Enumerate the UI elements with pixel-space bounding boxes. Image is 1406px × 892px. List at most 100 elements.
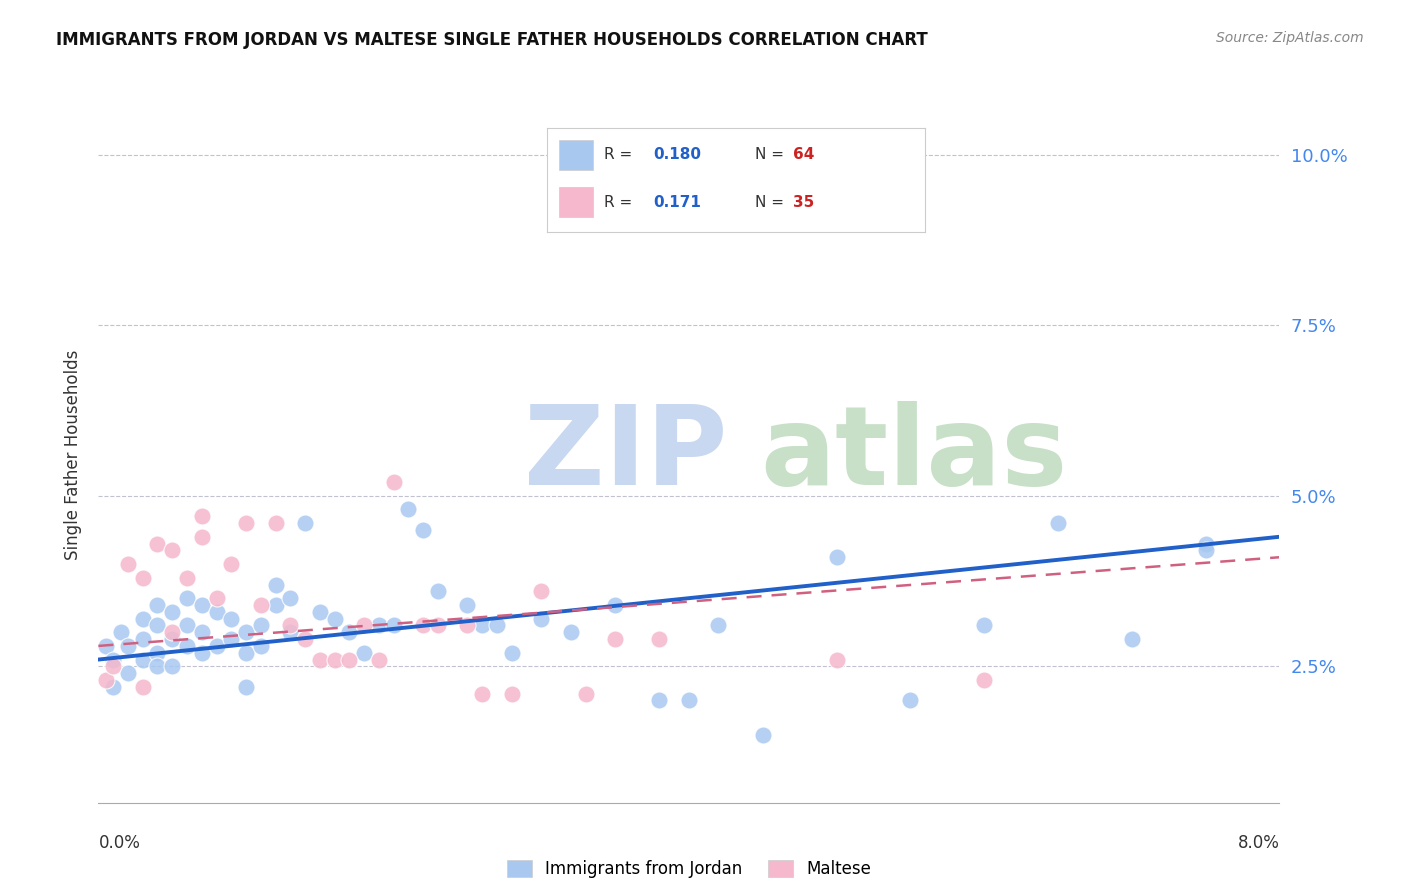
Point xyxy=(162,543,183,558)
Point xyxy=(162,632,183,646)
Point xyxy=(456,618,478,632)
Point xyxy=(94,673,117,687)
Point xyxy=(117,639,139,653)
Point xyxy=(278,625,301,640)
Point xyxy=(191,530,214,544)
Text: atlas: atlas xyxy=(759,401,1067,508)
Point xyxy=(501,646,523,660)
Point xyxy=(1121,632,1143,646)
Point xyxy=(323,652,346,666)
Point xyxy=(205,639,228,653)
Text: ZIP: ZIP xyxy=(523,401,727,508)
Point xyxy=(560,625,582,640)
Point xyxy=(278,591,301,606)
Point xyxy=(1194,543,1216,558)
Point xyxy=(94,639,117,653)
Point xyxy=(426,618,449,632)
Point xyxy=(648,632,671,646)
Point xyxy=(205,591,228,606)
Point xyxy=(146,659,169,673)
Point xyxy=(485,618,508,632)
Point xyxy=(308,605,332,619)
Point xyxy=(132,612,155,626)
Point xyxy=(235,516,257,530)
Point xyxy=(412,523,434,537)
Point xyxy=(1046,516,1069,530)
Point xyxy=(337,625,360,640)
Point xyxy=(605,598,627,612)
Point xyxy=(205,605,228,619)
Point xyxy=(110,625,132,640)
Point xyxy=(530,612,553,626)
Point xyxy=(353,618,375,632)
Point xyxy=(353,646,375,660)
Text: 0.0%: 0.0% xyxy=(98,834,141,852)
Y-axis label: Single Father Households: Single Father Households xyxy=(63,350,82,560)
Point xyxy=(235,646,257,660)
Point xyxy=(146,598,169,612)
Point xyxy=(648,693,671,707)
Point xyxy=(574,687,596,701)
Point xyxy=(191,625,214,640)
Point xyxy=(501,687,523,701)
Point xyxy=(132,571,155,585)
Point xyxy=(132,652,155,666)
Point xyxy=(146,618,169,632)
Point xyxy=(412,618,434,632)
Point xyxy=(250,639,273,653)
Point xyxy=(751,728,773,742)
Point xyxy=(250,618,273,632)
Text: 8.0%: 8.0% xyxy=(1237,834,1279,852)
Point xyxy=(132,680,155,694)
Point xyxy=(117,823,139,838)
Point xyxy=(426,584,449,599)
Point xyxy=(103,659,124,673)
Text: IMMIGRANTS FROM JORDAN VS MALTESE SINGLE FATHER HOUSEHOLDS CORRELATION CHART: IMMIGRANTS FROM JORDAN VS MALTESE SINGLE… xyxy=(56,31,928,49)
Point xyxy=(235,680,257,694)
Point xyxy=(146,646,169,660)
Point xyxy=(471,618,494,632)
Point xyxy=(456,598,478,612)
Point xyxy=(103,680,124,694)
Point xyxy=(337,652,360,666)
Point xyxy=(973,673,995,687)
Point xyxy=(132,632,155,646)
Point xyxy=(219,632,242,646)
Point xyxy=(264,598,287,612)
Point xyxy=(294,516,316,530)
Point xyxy=(162,605,183,619)
Point xyxy=(191,509,214,524)
Point xyxy=(103,652,124,666)
Text: Source: ZipAtlas.com: Source: ZipAtlas.com xyxy=(1216,31,1364,45)
Point xyxy=(367,652,389,666)
Point xyxy=(471,687,494,701)
Point xyxy=(323,612,346,626)
Point xyxy=(707,618,730,632)
Legend: Immigrants from Jordan, Maltese: Immigrants from Jordan, Maltese xyxy=(508,860,870,878)
Point xyxy=(176,639,198,653)
Point xyxy=(191,598,214,612)
Point xyxy=(294,632,316,646)
Point xyxy=(219,557,242,571)
Point xyxy=(117,557,139,571)
Point xyxy=(308,652,332,666)
Point xyxy=(176,618,198,632)
Point xyxy=(176,571,198,585)
Point xyxy=(530,584,553,599)
Point xyxy=(162,659,183,673)
Point xyxy=(973,618,995,632)
Point xyxy=(117,666,139,681)
Point xyxy=(605,632,627,646)
Point xyxy=(235,625,257,640)
Point xyxy=(678,693,700,707)
Point xyxy=(382,475,405,490)
Point xyxy=(191,646,214,660)
Point xyxy=(825,652,848,666)
Point xyxy=(264,516,287,530)
Point xyxy=(250,598,273,612)
Point xyxy=(1194,536,1216,550)
Point xyxy=(162,625,183,640)
Point xyxy=(278,618,301,632)
Point xyxy=(219,612,242,626)
Point xyxy=(825,550,848,565)
